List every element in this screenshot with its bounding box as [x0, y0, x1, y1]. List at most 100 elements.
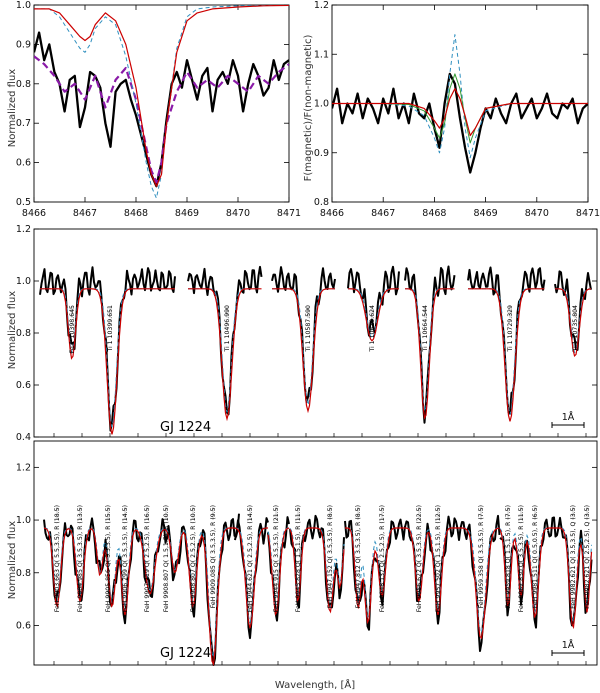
p1-xtick-label: 8469	[175, 208, 199, 219]
p4-line-annotation: FeH 9982.621 Q( 3.5,3.5), Q (3.5)	[570, 505, 577, 609]
p3-mag-seg	[468, 288, 545, 422]
p2-xtick-label: 8468	[422, 208, 446, 219]
p1-ytick-label: 0.9	[16, 39, 31, 50]
p4-line-annotation: FeH 9905.856 Q( 3.5,3.5), R (15.5)	[105, 505, 112, 612]
p4-line-annotation: FeH 9947.152 Q( 3.5,3.5), R (8.5)	[327, 505, 334, 608]
p2-ytick-label: 0.9	[314, 148, 329, 159]
p4-xlabel: Wavelength, [Å]	[275, 678, 355, 691]
p2-ytick-label: 0.8	[314, 197, 329, 208]
p1-xtick-label: 8468	[124, 208, 148, 219]
p3-nonmag-seg	[348, 288, 399, 340]
p3-object-label: GJ 1224	[160, 420, 211, 435]
p1-xtick-label: 8467	[73, 208, 97, 219]
p1-xtick-label: 8471	[277, 208, 301, 219]
p3-line-annotation: Ti 1 10664.544	[422, 305, 429, 353]
p3-observed-seg	[271, 266, 336, 403]
p4-line-annotation: FeH 9908.807 Q( 1.5,1.5), R (10.5)	[163, 505, 170, 612]
p2-series-non_magnetic	[332, 34, 588, 159]
p4-line-annotation: FeH 9907.719 Q( 2.5,2.5), R (16.5)	[144, 505, 151, 612]
p4-line-annotation: FeH 9944.915 Q( 3.5,3.5), R (21.5)	[273, 505, 280, 612]
p3-line-annotation: Fe 1 10398.645	[69, 305, 76, 353]
p1-xtick-label: 8470	[226, 208, 250, 219]
p4-ytick-label: 1.2	[16, 462, 31, 473]
p3-ylabel: Normalized flux	[7, 291, 18, 370]
p2-series-observed	[332, 72, 588, 174]
p4-line-annotation: FeH 9908.807 Q( 2.5,2.5), R (10.5)	[190, 505, 197, 612]
p4-observed-seg	[344, 518, 406, 631]
p3-line-annotation: Ti 1 10729.329	[507, 305, 514, 353]
p4-mag-seg	[548, 527, 593, 630]
p4-line-annotation: FeH 9904.985 Q( 3.5,3.5), R (13.5)	[77, 505, 84, 612]
p2-series-magnetic	[332, 88, 588, 137]
p4-line-annotation: FeH 9982.621 Q( 2.5,2.5), Q (3.5)	[584, 505, 591, 609]
p3-line-annotation: Ti 1 10587.590	[305, 305, 312, 353]
p1-xtick-label: 8466	[22, 208, 46, 219]
p4-ylabel: Normalized flux	[7, 521, 18, 600]
p4-line-annotation: FeH 9957.502 Q( 1.5,1.5), R (12.5)	[435, 505, 442, 612]
p4-mag-seg	[345, 527, 405, 625]
p4-mag-seg	[234, 527, 268, 629]
p4-line-annotation: FeH 9906.299 Q( 3.5,3.5), R (14.5)	[122, 505, 129, 612]
p4-line-annotation: FeH 9959.818 Q( 1.5,1.5), R (7.5)	[505, 505, 512, 608]
p4-line-annotation: FeH 9945.828 Q( 1.5,1.5), R (11.5)	[295, 505, 302, 612]
p2-ylabel: F(magnetic)/F(non-magnetic)	[303, 35, 314, 182]
p3-line-annotation: Ti 1 10735.804	[572, 305, 579, 353]
p2-ytick-label: 1.0	[314, 99, 329, 110]
p4-ytick-label: 0.8	[16, 568, 31, 579]
p3-observed-seg	[554, 270, 592, 351]
p3-ytick-label: 0.6	[16, 380, 31, 391]
p1-ytick-label: 0.7	[16, 118, 31, 129]
p1-series-purple	[34, 55, 289, 184]
p1-ytick-label: 1.0	[16, 0, 31, 11]
p3-ytick-label: 1.2	[16, 224, 31, 235]
p4-mag-seg	[404, 527, 500, 640]
p4-object-label: GJ 1224	[160, 646, 211, 661]
p4-line-annotation: FeH 9981.511 Q( 0.5,0.5), R (6.5)	[532, 505, 539, 608]
p2-xtick-label: 8470	[525, 208, 549, 219]
p4-mag-seg	[43, 527, 239, 667]
p3-ytick-label: 1.0	[16, 276, 31, 287]
p3-line-annotation: Ti 1 10610.624	[369, 305, 376, 353]
p1-ytick-label: 0.5	[16, 197, 31, 208]
p4-mag-seg	[499, 527, 549, 619]
p2-ytick-label: 1.2	[314, 0, 329, 11]
p2-xtick-label: 8469	[474, 208, 498, 219]
p4-line-annotation: FeH 9948.137 Q( 2.5,2.5), R (17.5)	[379, 505, 386, 612]
p1-ytick-label: 0.6	[16, 158, 31, 169]
p4-line-annotation: FeH 9956.622 Q( 3.5,3.5), R (22.5)	[416, 505, 423, 612]
p2-series-green	[332, 73, 588, 144]
p4-line-annotation: FeH 9947.812 Q( 3.5,3.5), R (8.5)	[355, 505, 362, 608]
p2-xtick-label: 8467	[371, 208, 395, 219]
p3-mag-seg	[348, 288, 399, 342]
p4-ytick-label: 1.0	[16, 515, 31, 526]
p4-line-annotation: FeH 9903.663 Q( 5.5,3.5), R (18.5)	[54, 505, 61, 612]
p3-mag-seg	[40, 288, 175, 435]
p4-line-annotation: FeH 9962.830 Q( 3.5,3.5), R (11.5)	[518, 505, 525, 612]
p4-line-annotation: FeH 9959.358 Q( 3.5,3.5), R (7.5)	[478, 505, 485, 608]
p3-ytick-label: 0.8	[16, 328, 31, 339]
p1-series-non_magnetic	[34, 5, 289, 199]
p2-ytick-label: 1.1	[314, 49, 329, 60]
p3-mag-seg	[188, 288, 262, 422]
p4-mag-seg	[289, 527, 345, 614]
p3-observed-seg	[347, 265, 400, 337]
p4-line-annotation: FeH 9944.621 Q( 2.5,2.5), R (14.5)	[247, 505, 254, 612]
p3-mag-seg	[555, 288, 592, 358]
p3-mag-seg	[405, 288, 455, 420]
p4-mag-seg	[267, 527, 290, 616]
p4-line-annotation: FeH 9909.085 Q( 3.5,3.5), R (9.5)	[210, 505, 217, 608]
p2-xtick-label: 8471	[576, 208, 600, 219]
p4-ytick-label: 0.6	[16, 620, 31, 631]
p1-series-magnetic	[34, 5, 289, 187]
p1-ylabel: Normalized flux	[7, 69, 18, 148]
p2-xtick-label: 8466	[320, 208, 344, 219]
p3-line-annotation: Ti 1 10496.990	[224, 305, 231, 353]
p3-line-annotation: Ti 1 10399.651	[107, 305, 114, 353]
p1-ytick-label: 0.8	[16, 79, 31, 90]
p3-ytick-label: 0.4	[16, 432, 31, 443]
p4-frame	[33, 440, 598, 666]
p4-scale-bar-label: 1Å	[562, 639, 575, 651]
p3-nonmag-seg	[405, 288, 455, 414]
p3-mag-seg	[272, 288, 335, 414]
